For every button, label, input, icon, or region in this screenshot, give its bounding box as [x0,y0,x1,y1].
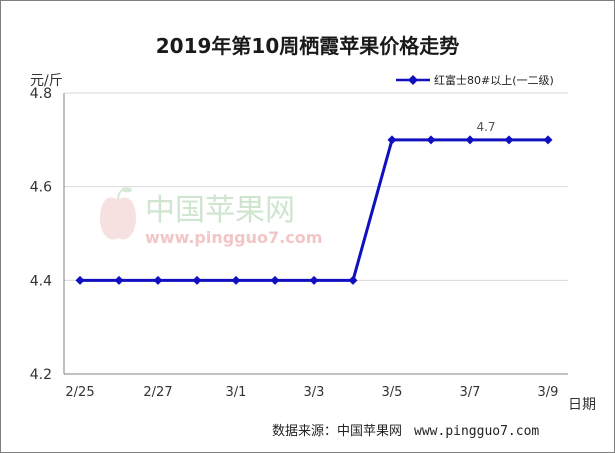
chart-title: 2019年第10周栖霞苹果价格走势 [155,34,460,58]
source-label: 数据来源：中国苹果网 [272,424,403,439]
data-point [231,275,241,285]
x-tick-label: 3/3 [304,385,325,400]
data-point [426,135,436,145]
x-tick-label: 2/25 [65,385,94,400]
series-group [75,135,553,285]
x-tick-label: 3/7 [460,385,481,400]
y-tick-label: 4.4 [30,273,52,289]
data-point [153,275,163,285]
data-point [387,135,397,145]
data-point [465,135,475,145]
annotations: 4.7 [476,120,495,134]
y-axis-label: 元/斤 [30,73,63,89]
data-point [270,275,280,285]
source-note: 数据来源：中国苹果网 www.pingguo7.com [272,420,539,439]
x-axis-label: 日期 [568,397,596,413]
data-point [543,135,553,145]
y-tick-label: 4.8 [30,86,52,102]
legend: 红富士80#以上(一二级) [396,72,554,88]
data-point [75,275,85,285]
data-point [114,275,124,285]
data-point [348,275,358,285]
legend-swatch-icon [396,75,430,85]
x-tick-label: 3/5 [382,385,403,400]
watermark-name: 中国苹果网 [145,193,295,228]
x-tick-labels: 2/25 2/27 3/1 3/3 3/5 3/7 3/9 [65,385,558,400]
watermark-url: www.pingguo7.com [145,228,322,247]
apple-logo-icon [100,187,136,240]
y-tick-label: 4.6 [30,180,52,196]
data-point [504,135,514,145]
data-point [309,275,319,285]
data-point [192,275,202,285]
data-label: 4.7 [476,120,495,134]
source-url: www.pingguo7.com [414,424,540,439]
y-tick-label: 4.2 [30,367,52,383]
x-tick-label: 2/27 [143,385,172,400]
legend-label: 红富士80#以上(一二级) [434,74,554,87]
y-tick-labels: 4.2 4.4 4.6 4.8 [30,86,52,383]
axes [63,93,568,375]
x-tick-label: 3/1 [226,385,247,400]
watermark: 中国苹果网 www.pingguo7.com [100,187,322,247]
x-tick-label: 3/9 [538,385,559,400]
